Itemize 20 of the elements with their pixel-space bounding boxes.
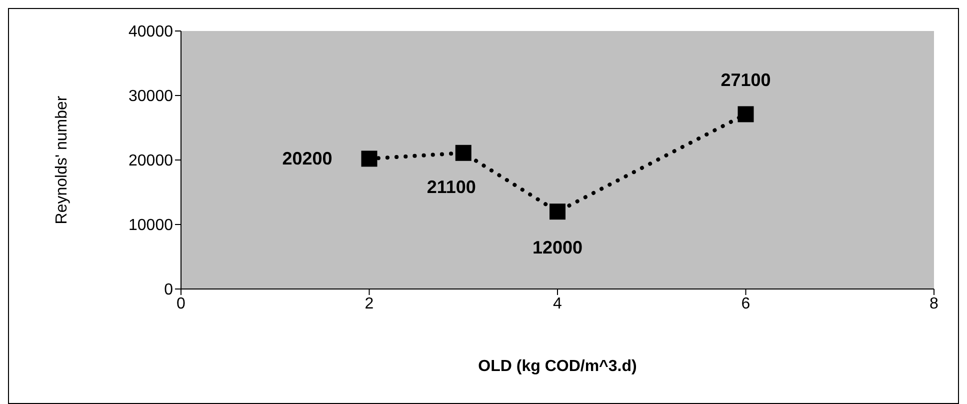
x-tick-label: 0 bbox=[176, 295, 186, 312]
y-axis-title: Reynolds' number bbox=[54, 95, 71, 224]
y-tick-label: 20000 bbox=[128, 152, 174, 170]
x-tick-label: 8 bbox=[930, 295, 939, 312]
y-tick-label: 0 bbox=[164, 282, 174, 299]
data-label: 27100 bbox=[720, 70, 771, 90]
data-label: 20200 bbox=[282, 148, 332, 169]
y-tick-label: 30000 bbox=[128, 88, 174, 106]
point bbox=[550, 204, 566, 220]
x-tick-label: 4 bbox=[553, 295, 562, 312]
y-tick-label: 40000 bbox=[128, 24, 174, 41]
x-axis-title: OLD (kg COD/m^3.d) bbox=[478, 358, 637, 375]
point bbox=[738, 106, 754, 122]
point bbox=[361, 150, 378, 167]
x-tick-label: 6 bbox=[741, 295, 750, 312]
data-label: 21100 bbox=[426, 176, 476, 197]
data-label: 12000 bbox=[532, 238, 583, 258]
point bbox=[455, 144, 472, 161]
x-tick-label: 2 bbox=[364, 295, 374, 312]
y-tick-label: 10000 bbox=[128, 217, 174, 234]
